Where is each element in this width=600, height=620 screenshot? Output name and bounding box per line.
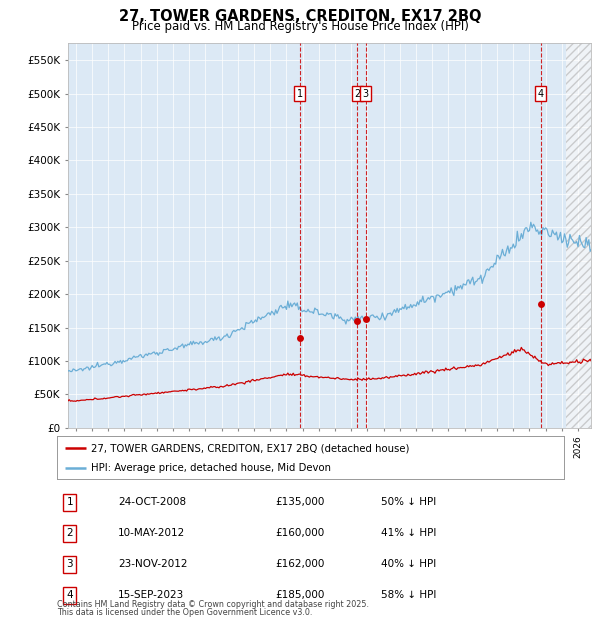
Text: 2: 2 (67, 528, 73, 538)
Text: This data is licensed under the Open Government Licence v3.0.: This data is licensed under the Open Gov… (57, 608, 313, 617)
Text: 1: 1 (67, 497, 73, 507)
Text: Contains HM Land Registry data © Crown copyright and database right 2025.: Contains HM Land Registry data © Crown c… (57, 600, 369, 609)
Text: 10-MAY-2012: 10-MAY-2012 (118, 528, 185, 538)
Text: 27, TOWER GARDENS, CREDITON, EX17 2BQ (detached house): 27, TOWER GARDENS, CREDITON, EX17 2BQ (d… (91, 443, 410, 453)
Text: 58% ↓ HPI: 58% ↓ HPI (382, 590, 437, 600)
Text: Price paid vs. HM Land Registry's House Price Index (HPI): Price paid vs. HM Land Registry's House … (131, 20, 469, 33)
Text: £135,000: £135,000 (275, 497, 325, 507)
Text: 27, TOWER GARDENS, CREDITON, EX17 2BQ: 27, TOWER GARDENS, CREDITON, EX17 2BQ (119, 9, 481, 24)
Text: 4: 4 (538, 89, 544, 99)
Text: 1: 1 (296, 89, 302, 99)
Text: 24-OCT-2008: 24-OCT-2008 (118, 497, 186, 507)
Text: 40% ↓ HPI: 40% ↓ HPI (382, 559, 437, 569)
Text: £185,000: £185,000 (275, 590, 325, 600)
Bar (566, 43, 591, 428)
Text: £160,000: £160,000 (275, 528, 324, 538)
Bar (566, 43, 591, 428)
Text: £162,000: £162,000 (275, 559, 325, 569)
Text: 23-NOV-2012: 23-NOV-2012 (118, 559, 187, 569)
Text: HPI: Average price, detached house, Mid Devon: HPI: Average price, detached house, Mid … (91, 463, 331, 473)
Bar (566, 43, 591, 428)
Text: 50% ↓ HPI: 50% ↓ HPI (382, 497, 437, 507)
Text: 41% ↓ HPI: 41% ↓ HPI (382, 528, 437, 538)
Text: 3: 3 (363, 89, 369, 99)
Text: 3: 3 (67, 559, 73, 569)
Text: 4: 4 (67, 590, 73, 600)
Text: 15-SEP-2023: 15-SEP-2023 (118, 590, 184, 600)
Text: 2: 2 (354, 89, 360, 99)
